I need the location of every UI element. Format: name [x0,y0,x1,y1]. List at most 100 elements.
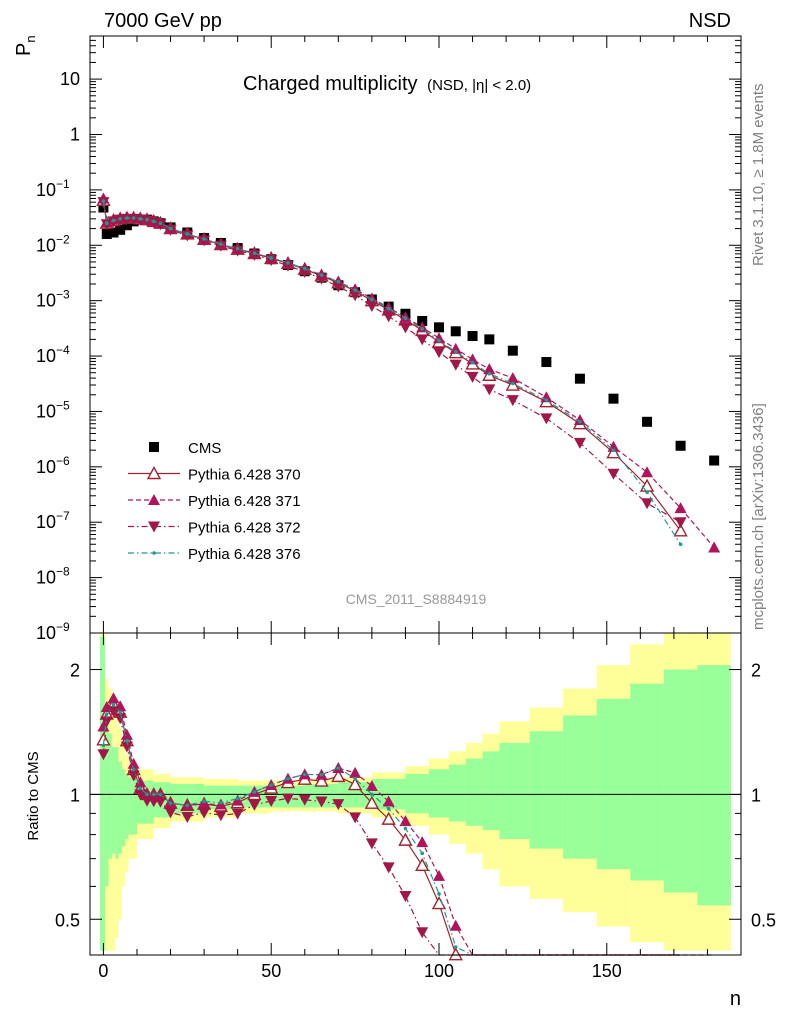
ratio-point [127,757,140,769]
ratio-point [158,792,163,797]
ratio-y-tick-label: 2 [70,661,80,681]
band-green-bin [121,769,126,847]
series-372 [97,197,687,529]
data-point [578,420,582,424]
ratio-point [382,795,395,807]
band-green-bin [465,758,483,826]
data-point [269,256,274,260]
ratio-point [332,799,345,811]
data-point [611,448,616,452]
data-point [506,395,519,407]
ratio-y-tick-label: 1 [70,785,80,805]
ratio-point [120,741,133,753]
ratio-point [265,795,278,807]
data-point [111,218,116,223]
data-point [607,468,620,480]
watermark: CMS_2011_S8884919 [346,591,487,607]
x-tick-label: 50 [261,961,281,981]
data-point [641,466,654,478]
ratio-point [431,896,447,910]
data-point [470,360,475,365]
ratio-point [97,720,110,732]
data-point [315,273,328,285]
band-green-bin [563,715,597,859]
y-tick-label: 10−8 [36,565,70,588]
band-green-bin [115,747,119,859]
ratio-point [349,766,362,778]
data-point [138,217,143,221]
data-point [336,279,341,284]
band-green-bin [697,665,731,906]
data-point [281,260,294,272]
y-tick-label: 10−1 [36,177,70,200]
band-green-bin [499,743,530,840]
band-green-bin [529,731,564,849]
ratio-point [353,776,357,781]
y-axis-label: Pn [13,35,38,56]
data-point [484,334,495,345]
data-point [370,297,374,302]
data-point [168,226,173,231]
series-cms [98,202,720,466]
legend-marker [149,442,159,452]
ratio-point [134,789,147,801]
band-green-bin [630,683,664,881]
data-point [231,245,244,257]
data-point [540,391,553,403]
legend-marker [152,551,156,555]
data-point [185,232,190,236]
rivet-version-label: Rivet 3.1.10, ≥ 1.8M events [750,84,767,267]
ratio-point [154,796,167,808]
legend: CMS Pythia 6.428 370 Pythia 6.428 371 Pythi… [128,440,301,563]
ratio-point [349,812,362,824]
ratio-point [104,712,109,716]
data-point [302,266,307,271]
data-point [382,311,395,323]
ratio-point [145,792,149,797]
ratio-point [138,786,143,791]
legend-entry: Pythia 6.428 372 [128,520,301,537]
data-point [573,414,586,426]
data-point [181,230,194,242]
band-green-bin [204,785,238,810]
ratio-point [370,792,374,797]
data-point [349,290,362,302]
data-point [121,220,132,231]
ratio-point [416,836,429,848]
data-point [403,316,408,321]
ratio-point [97,749,110,761]
ratio-point [365,780,378,792]
ratio-point [107,692,120,704]
data-point [467,331,478,342]
ratio-point [314,773,329,787]
ratio-y-axis-label: Ratio to CMS [25,751,42,840]
legend-entry: Pythia 6.428 370 [128,466,301,484]
ratio-point [269,783,274,787]
legend-label: Pythia 6.428 372 [188,520,301,537]
chart-title: Charged multiplicity (NSD, |η| < 2.0) [243,73,531,95]
data-point [198,235,211,247]
ratio-point [114,713,127,725]
ratio-point [127,770,140,782]
data-point [101,199,106,203]
ratio-point [398,832,413,846]
data-point [673,523,688,537]
data-point [453,349,458,354]
ratio-point [181,811,194,823]
data-point [678,542,683,547]
band-green-bin [663,669,698,893]
band-green-bin [128,777,137,835]
header-right: NSD [689,10,731,32]
ratio-y-tick-label-right: 1 [751,785,761,805]
data-point [506,372,519,384]
ratio-point [331,768,346,783]
ratio-point [298,794,311,806]
ratio-point [235,796,240,801]
data-point [709,455,720,466]
ratio-point [449,919,462,931]
data-point [642,416,653,427]
y-tick-label: 10−3 [36,288,70,311]
data-point [450,326,461,337]
data-point [466,353,479,365]
